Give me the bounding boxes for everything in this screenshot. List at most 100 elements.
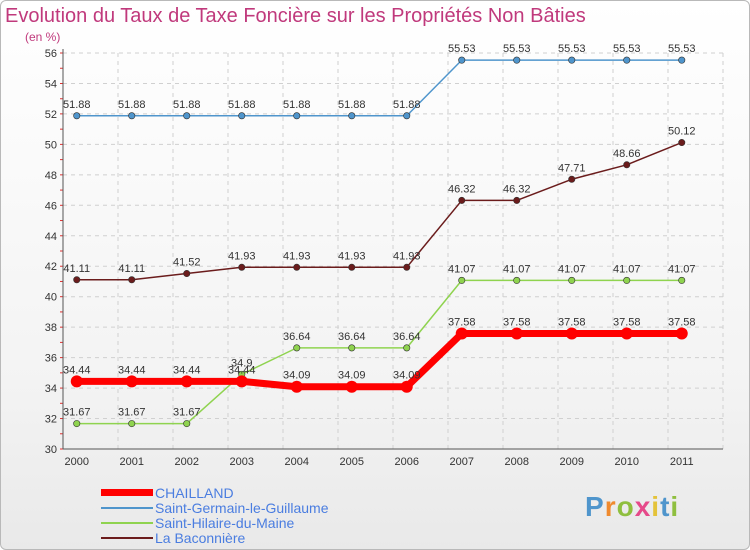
data-point xyxy=(128,112,136,120)
data-label: 50.12 xyxy=(668,126,696,138)
data-point xyxy=(513,56,521,64)
series-line-3 xyxy=(76,141,683,281)
y-tick-label: 52 xyxy=(45,109,57,121)
x-tick-label: 2004 xyxy=(285,456,309,468)
data-point xyxy=(128,420,136,428)
data-point xyxy=(183,270,191,278)
data-label: 41.93 xyxy=(338,250,366,262)
data-point xyxy=(568,276,576,284)
legend-swatch xyxy=(101,521,153,524)
x-tick-label: 2010 xyxy=(615,456,639,468)
data-label: 51.88 xyxy=(283,99,311,111)
data-point xyxy=(400,380,413,393)
data-label: 34.09 xyxy=(283,370,311,382)
y-tick-label: 46 xyxy=(45,200,57,212)
x-tick-label: 2008 xyxy=(505,456,529,468)
data-point xyxy=(183,112,191,120)
data-label: 34.44 xyxy=(173,364,201,376)
data-label: 41.93 xyxy=(283,250,311,262)
data-label: 36.64 xyxy=(338,331,366,343)
data-label: 46.32 xyxy=(503,183,531,195)
data-point xyxy=(70,375,83,388)
data-point xyxy=(458,56,466,64)
legend-swatch xyxy=(101,489,153,496)
data-label: 36.64 xyxy=(283,331,311,343)
data-point xyxy=(455,327,468,340)
data-label: 55.53 xyxy=(668,43,696,55)
x-tick-label: 2002 xyxy=(175,456,199,468)
data-label: 51.88 xyxy=(118,99,146,111)
series-group xyxy=(70,56,688,428)
data-point xyxy=(403,263,411,271)
y-tick-label: 56 xyxy=(45,48,57,60)
data-label: 41.93 xyxy=(393,250,421,262)
data-label: 41.93 xyxy=(228,250,256,262)
data-point xyxy=(293,263,301,271)
legend-label: Saint-Hilaire-du-Maine xyxy=(155,514,295,531)
data-point xyxy=(513,276,521,284)
data-point xyxy=(183,420,191,428)
y-tick-label: 36 xyxy=(45,353,57,365)
data-label: 37.58 xyxy=(558,317,586,329)
y-tick-label: 30 xyxy=(45,444,57,456)
data-point xyxy=(403,112,411,120)
data-label: 34.9 xyxy=(231,357,252,369)
value-labels: 34.44 34.44 34.44 34.44 34.09 34.09 34.09 37.58… xyxy=(63,43,696,418)
data-label: 41.07 xyxy=(668,263,696,275)
data-point xyxy=(620,327,633,340)
x-tick-label: 2007 xyxy=(450,456,474,468)
data-label: 36.64 xyxy=(393,331,421,343)
data-point xyxy=(678,56,686,64)
data-label: 34.09 xyxy=(393,370,421,382)
data-point xyxy=(238,112,246,120)
legend-item: CHAILLAND xyxy=(101,485,329,501)
series-line-2 xyxy=(76,279,682,425)
data-label: 34.09 xyxy=(338,370,366,382)
x-tick-label: 2000 xyxy=(65,456,89,468)
data-point xyxy=(238,263,246,271)
x-tick-label: 2005 xyxy=(340,456,364,468)
x-tick-label: 2001 xyxy=(120,456,144,468)
data-point xyxy=(458,276,466,284)
data-label: 51.88 xyxy=(338,99,366,111)
y-unit-label: (en %) xyxy=(25,30,61,44)
legend-swatch xyxy=(101,506,153,509)
chart-title: Evolution du Taux de Taxe Foncière sur l… xyxy=(5,5,586,27)
data-point xyxy=(568,56,576,64)
data-label: 31.67 xyxy=(63,407,91,419)
data-point xyxy=(565,327,578,340)
data-label: 41.11 xyxy=(63,263,90,275)
legend-item: Saint-Hilaire-du-Maine xyxy=(101,514,329,531)
data-point xyxy=(348,112,356,120)
data-point xyxy=(73,420,81,428)
data-point xyxy=(513,196,521,204)
data-point xyxy=(345,380,358,393)
data-label: 41.07 xyxy=(558,263,586,275)
data-label: 51.88 xyxy=(228,99,256,111)
y-tick-label: 32 xyxy=(45,414,57,426)
data-label: 37.58 xyxy=(668,317,696,329)
data-label: 55.53 xyxy=(613,43,641,55)
data-point xyxy=(290,380,303,393)
series-line-1 xyxy=(76,59,682,117)
data-point xyxy=(128,276,136,284)
legend-label: Saint-Germain-le-Guillaume xyxy=(155,499,329,516)
data-point xyxy=(125,375,138,388)
y-tick-label: 34 xyxy=(45,383,57,395)
axes: 30 32 34 36 38 40 42 44 46 48 50 52 54 56 2000 2001 2002… xyxy=(45,48,723,468)
data-label: 34.44 xyxy=(118,364,146,376)
data-label: 37.58 xyxy=(448,317,476,329)
data-label: 55.53 xyxy=(558,43,586,55)
y-tick-label: 50 xyxy=(45,139,57,151)
legend-label: La Baconnière xyxy=(155,529,246,546)
legend-swatch xyxy=(101,536,153,539)
data-label: 51.88 xyxy=(393,99,421,111)
data-point xyxy=(348,344,356,352)
data-label: 31.67 xyxy=(118,407,146,419)
y-tick-label: 40 xyxy=(45,292,57,304)
series-line-0 xyxy=(76,330,682,391)
data-label: 48.66 xyxy=(613,148,641,160)
data-point xyxy=(678,139,686,147)
